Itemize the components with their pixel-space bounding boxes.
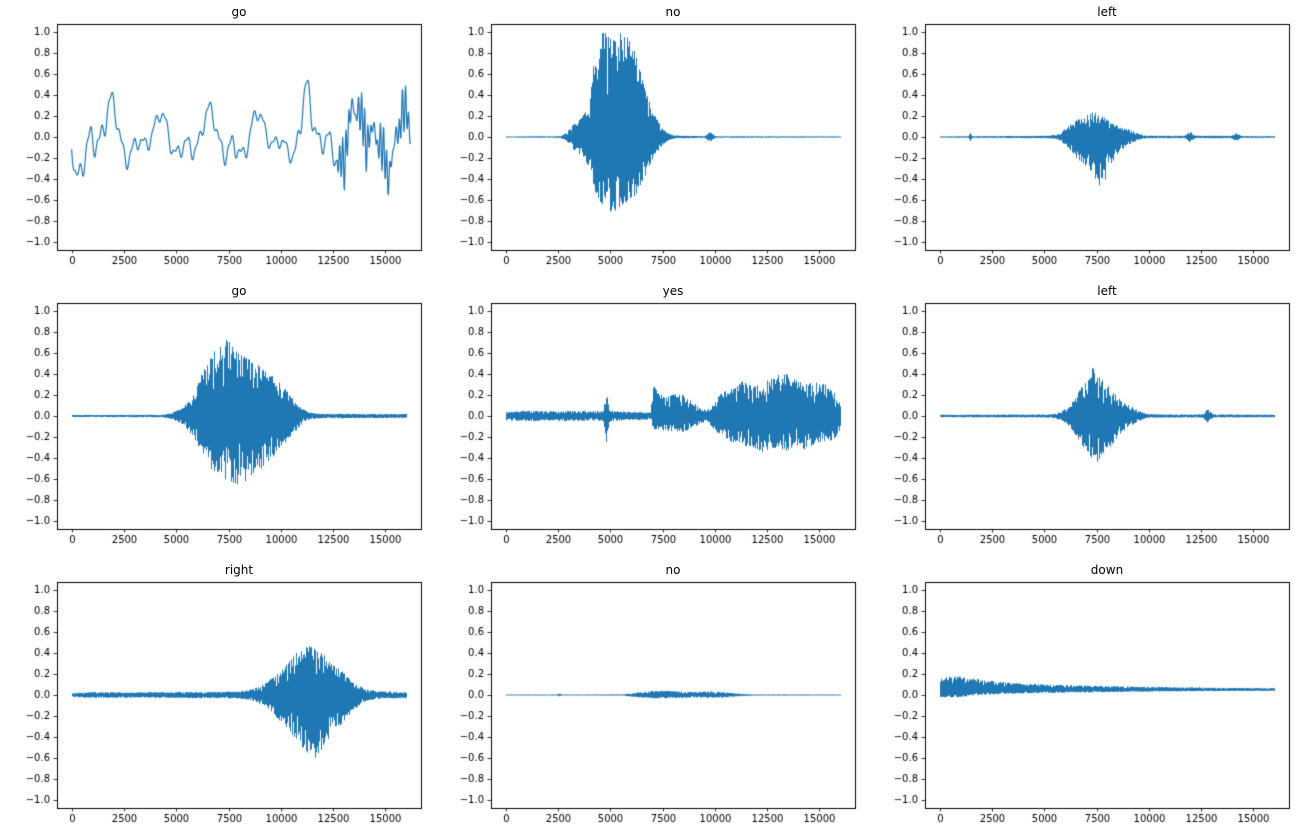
subplot-4: yes	[434, 279, 868, 557]
subplot-title: down	[1090, 563, 1124, 577]
subplot-title: yes	[662, 284, 684, 298]
subplot-title: no	[665, 5, 681, 19]
waveform-canvas	[0, 279, 434, 557]
subplot-5: left	[868, 279, 1302, 557]
subplot-title: go	[231, 284, 247, 298]
subplot-title: left	[1097, 5, 1117, 19]
subplot-2: left	[868, 0, 1302, 278]
subplot-title: right	[224, 563, 254, 577]
waveform-canvas	[0, 0, 434, 278]
subplot-title: no	[665, 563, 681, 577]
subplot-title: go	[231, 5, 247, 19]
waveform-canvas	[434, 558, 868, 836]
subplot-3: go	[0, 279, 434, 557]
waveform-canvas	[868, 558, 1302, 836]
waveform-canvas	[434, 0, 868, 278]
subplot-7: no	[434, 558, 868, 836]
waveform-canvas	[868, 0, 1302, 278]
subplot-8: down	[868, 558, 1302, 836]
waveform-canvas	[434, 279, 868, 557]
subplot-title: left	[1097, 284, 1117, 298]
subplot-6: right	[0, 558, 434, 836]
waveform-canvas	[0, 558, 434, 836]
waveform-canvas	[868, 279, 1302, 557]
subplot-0: go	[0, 0, 434, 278]
subplot-1: no	[434, 0, 868, 278]
